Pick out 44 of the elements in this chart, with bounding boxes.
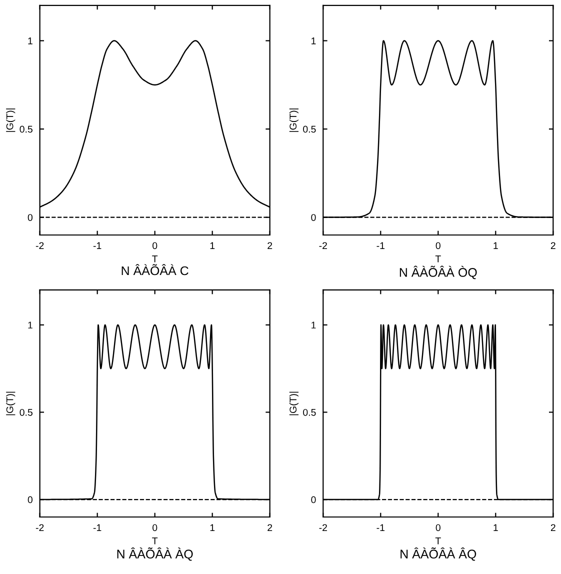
y-tick-label: 0 [28,214,33,221]
x-tick-label: -2 [319,242,327,249]
y-axis-title: |G(T)| [289,392,299,416]
y-axis-title: |G(T)| [289,108,299,132]
y-tick-label: 0 [311,214,316,221]
x-tick-label: 1 [210,242,215,249]
x-tick-label: 2 [550,524,556,531]
x-axis-title: T [152,256,158,262]
y-tick-label: 0.5 [303,408,316,416]
y-tick-label: 0.5 [303,126,316,133]
x-tick-label: 0 [436,524,440,532]
x-tick-label: -1 [93,242,102,249]
x-tick-label: 2 [268,524,272,531]
text: N ÂÀÕÂÀ ÀQ [117,547,193,561]
x-tick-label: -2 [319,524,327,531]
x-tick-label: -1 [376,524,384,531]
x-axis-title: T [435,256,441,262]
x-tick-label: -2 [36,524,44,531]
x-axis-title: T [152,538,158,544]
y-tick-label: 0 [28,496,33,504]
x-tick-label: 1 [210,524,215,531]
x-tick-label: -1 [93,524,102,531]
text: N ÂÀÕÂÀ ÂQ [400,547,476,561]
x-tick-label: 0 [152,242,158,250]
y-tick-label: 0.5 [20,408,32,416]
x-tick-label: 1 [494,242,498,249]
y-tick-label: 1 [28,322,32,328]
y-tick-label: 0.5 [20,126,32,133]
text: N ÂÀÕÂÀ C [122,264,188,276]
x-tick-label: -1 [376,242,384,249]
y-axis-title: |G(T)| [6,392,16,416]
y-axis-title: |G(T)| [6,108,16,132]
x-tick-label: 2 [268,242,272,249]
x-tick-label: 0 [152,524,158,532]
y-tick-label: 1 [28,38,32,44]
y-tick-label: 1 [312,322,316,328]
x-tick-label: -2 [36,242,44,249]
x-tick-label: 2 [550,242,556,249]
y-tick-label: 0 [311,496,316,504]
text: N ÂÀÕÂÀ ÒQ [400,266,477,280]
x-tick-label: 0 [436,242,440,250]
y-tick-label: 1 [312,38,316,44]
x-tick-label: 1 [494,524,498,531]
x-axis-title: T [435,538,441,544]
